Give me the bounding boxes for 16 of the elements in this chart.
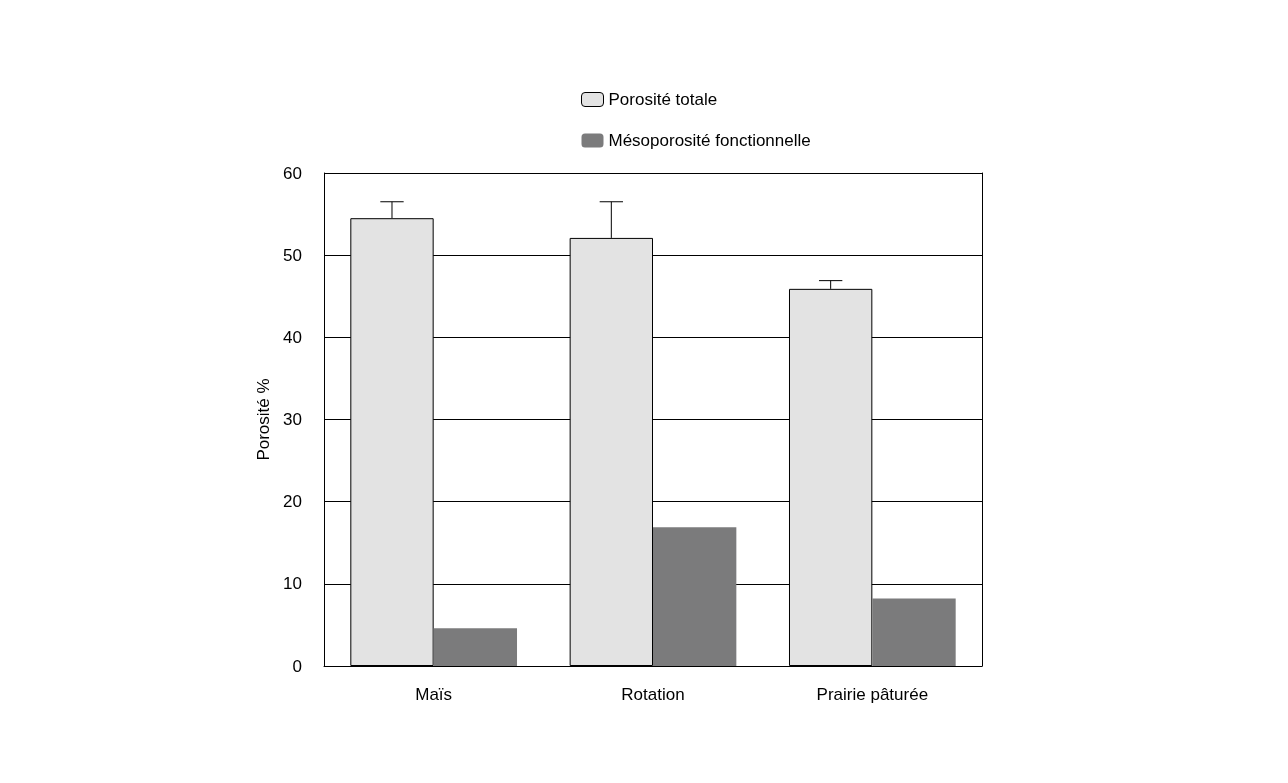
legend-label: Mésoporosité fonctionnelle — [608, 131, 811, 150]
x-tick-label: Prairie pâturée — [816, 685, 929, 704]
legend-label: Porosité totale — [608, 90, 718, 109]
y-tick-label: 60 — [283, 163, 302, 183]
x-tick-label: Maïs — [415, 685, 453, 704]
bar — [433, 628, 518, 666]
y-axis-title: Porosité % — [254, 378, 274, 461]
bar — [872, 598, 956, 666]
y-tick-label: 20 — [283, 492, 302, 512]
y-tick-label: 30 — [283, 410, 302, 429]
y-tick-label: 10 — [283, 574, 302, 594]
y-tick-label: 50 — [283, 245, 302, 265]
y-tick-label: 40 — [283, 327, 302, 347]
bar — [653, 527, 737, 666]
x-tick-label: Rotation — [621, 685, 685, 704]
y-tick-label: 0 — [292, 656, 302, 676]
